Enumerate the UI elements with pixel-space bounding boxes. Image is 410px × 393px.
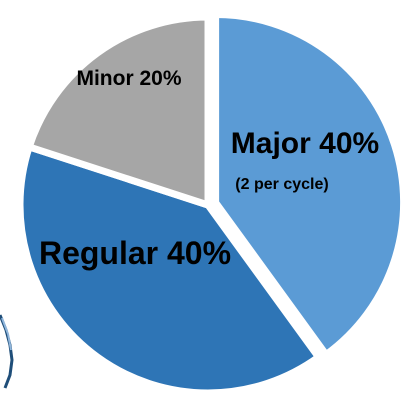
slice-label-regular: Regular 40% bbox=[39, 235, 231, 271]
pie-slice-major bbox=[212, 11, 408, 360]
pie-slice-regular bbox=[16, 142, 324, 393]
pie-slices bbox=[16, 11, 408, 393]
slice-label-major: Major 40% bbox=[231, 127, 379, 160]
pie-labels: Major 40% (2 per cycle) Regular 40% Mino… bbox=[39, 67, 379, 271]
edge-artifact bbox=[0, 314, 14, 389]
slice-label-minor: Minor 20% bbox=[76, 67, 181, 90]
slice-sublabel-major: (2 per cycle) bbox=[235, 176, 328, 193]
pie-slice-minor bbox=[24, 13, 212, 210]
